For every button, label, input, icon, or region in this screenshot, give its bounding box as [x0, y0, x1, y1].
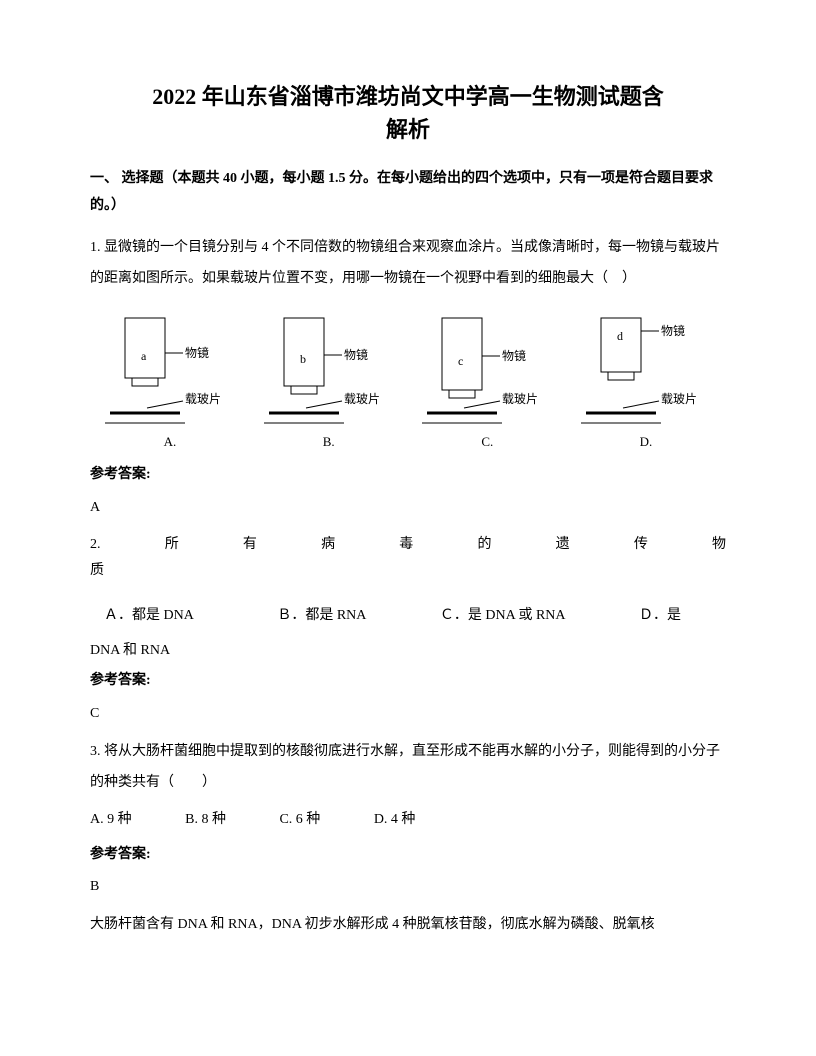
q2-line3: DNA 和 RNA: [90, 638, 726, 665]
q2-char-1: 有: [243, 532, 257, 559]
q3-options: A. 9 种 B. 8 种 C. 6 种 D. 4 种: [90, 805, 726, 836]
diagram-c: c 物镜 载玻片 C.: [417, 313, 557, 455]
diagram-c-label: C.: [481, 430, 493, 455]
lens-svg-d: d 物镜 载玻片: [581, 313, 711, 428]
lens-svg-a: a 物镜 载玻片: [105, 313, 235, 428]
q2-char-6: 传: [634, 532, 648, 559]
q2-opt-d: Ｄ．是: [639, 601, 681, 632]
diagram-b: b 物镜 载玻片 B.: [259, 313, 399, 455]
q2-opt-c: Ｃ．是 DNA 或 RNA: [440, 601, 566, 632]
q2-char-5: 遗: [556, 532, 570, 559]
q3-answer-label: 参考答案:: [90, 842, 726, 869]
section-header: 一、 选择题（本题共 40 小题，每小题 1.5 分。在每小题给出的四个选项中，…: [90, 166, 726, 219]
title-line2: 解析: [90, 113, 726, 146]
svg-text:物镜: 物镜: [185, 345, 209, 360]
q1-answer: A: [90, 495, 726, 522]
diagram-d-label: D.: [640, 430, 653, 455]
diagram-a-label: A.: [164, 430, 177, 455]
q3-opt-a: A. 9 种: [90, 805, 132, 836]
diagram-d: d 物镜 载玻片 D.: [576, 313, 716, 455]
svg-text:b: b: [300, 352, 306, 366]
q2-char-7: 物: [712, 532, 726, 559]
q1-answer-label: 参考答案:: [90, 462, 726, 489]
question-1: 1. 显微镜的一个目镜分别与 4 个不同倍数的物镜组合来观察血涂片。当成像清晰时…: [90, 233, 726, 521]
q2-answer: C: [90, 701, 726, 728]
q2-options: Ａ．都是 DNA Ｂ．都是 RNA Ｃ．是 DNA 或 RNA Ｄ．是: [90, 601, 726, 632]
svg-text:载玻片: 载玻片: [344, 392, 380, 406]
q3-explanation: 大肠杆菌含有 DNA 和 RNA，DNA 初步水解形成 4 种脱氧核苷酸，彻底水…: [90, 911, 726, 939]
svg-text:载玻片: 载玻片: [185, 392, 221, 406]
question-3: 3. 将从大肠杆菌细胞中提取到的核酸彻底进行水解，直至形成不能再水解的小分子，则…: [90, 737, 726, 939]
svg-text:载玻片: 载玻片: [661, 392, 697, 406]
q2-char-4: 的: [477, 532, 491, 559]
diagram-b-label: B.: [323, 430, 335, 455]
svg-text:c: c: [458, 354, 463, 368]
q2-line1: 2. 所 有 病 毒 的 遗 传 物: [90, 532, 726, 559]
q2-opt-b: Ｂ．都是 RNA: [277, 601, 366, 632]
q3-opt-c: C. 6 种: [279, 805, 320, 836]
q2-opt-a: Ａ．都是 DNA: [104, 601, 194, 632]
q2-char-2: 病: [321, 532, 335, 559]
lens-svg-b: b 物镜 载玻片: [264, 313, 394, 428]
svg-text:物镜: 物镜: [661, 323, 685, 338]
q2-number: 2.: [90, 532, 101, 559]
q2-char-0: 所: [165, 532, 179, 559]
page-title: 2022 年山东省淄博市潍坊尚文中学高一生物测试题含 解析: [90, 80, 726, 146]
svg-text:载玻片: 载玻片: [502, 392, 538, 406]
q1-text: 1. 显微镜的一个目镜分别与 4 个不同倍数的物镜组合来观察血涂片。当成像清晰时…: [90, 233, 726, 295]
q3-opt-b: B. 8 种: [185, 805, 226, 836]
q3-text: 3. 将从大肠杆菌细胞中提取到的核酸彻底进行水解，直至形成不能再水解的小分子，则…: [90, 737, 726, 799]
title-line1: 2022 年山东省淄博市潍坊尚文中学高一生物测试题含: [90, 80, 726, 113]
svg-text:物镜: 物镜: [344, 347, 368, 362]
q2-answer-label: 参考答案:: [90, 668, 726, 695]
lens-svg-c: c 物镜 载玻片: [422, 313, 552, 428]
svg-text:物镜: 物镜: [502, 348, 526, 363]
diagram-a: a 物镜 载玻片 A.: [100, 313, 240, 455]
q1-diagrams: a 物镜 载玻片 A. b 物镜 载玻片 B: [90, 313, 726, 455]
q2-char-3: 毒: [399, 532, 413, 559]
q2-line2: 质: [90, 558, 726, 585]
q3-opt-d: D. 4 种: [374, 805, 416, 836]
question-2: 2. 所 有 病 毒 的 遗 传 物 质 Ａ．都是 DNA Ｂ．都是 RNA Ｃ…: [90, 532, 726, 728]
q3-answer: B: [90, 874, 726, 901]
svg-text:d: d: [617, 329, 623, 343]
svg-text:a: a: [141, 349, 147, 363]
